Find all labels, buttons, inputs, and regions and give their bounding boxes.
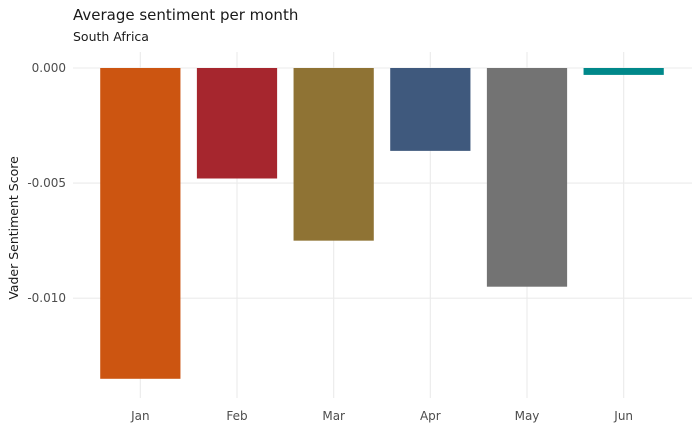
chart-subtitle: South Africa — [73, 29, 149, 44]
x-tick-label-jun: Jun — [613, 409, 633, 423]
bar-may — [486, 68, 568, 287]
chart-title: Average sentiment per month — [73, 6, 298, 24]
x-tick-label-may: May — [515, 409, 540, 423]
x-tick-label-mar: Mar — [322, 409, 345, 423]
bar-feb — [196, 68, 278, 179]
y-tick-label: 0.000 — [32, 61, 66, 75]
bars — [100, 68, 664, 379]
x-tick-label-feb: Feb — [226, 409, 247, 423]
bar-jan — [100, 68, 181, 379]
bar-apr — [390, 68, 471, 151]
x-tick-labels: Jan Feb Mar Apr May Jun — [130, 409, 633, 423]
x-tick-label-apr: Apr — [420, 409, 441, 423]
y-tick-label: -0.010 — [27, 291, 66, 305]
bar-mar — [293, 68, 374, 241]
bar-jun — [583, 68, 664, 75]
x-tick-label-jan: Jan — [130, 409, 150, 423]
y-tick-labels: 0.000 -0.005 -0.010 — [27, 61, 66, 305]
y-axis-label: Vader Sentiment Score — [6, 156, 21, 300]
y-tick-label: -0.005 — [27, 176, 66, 190]
